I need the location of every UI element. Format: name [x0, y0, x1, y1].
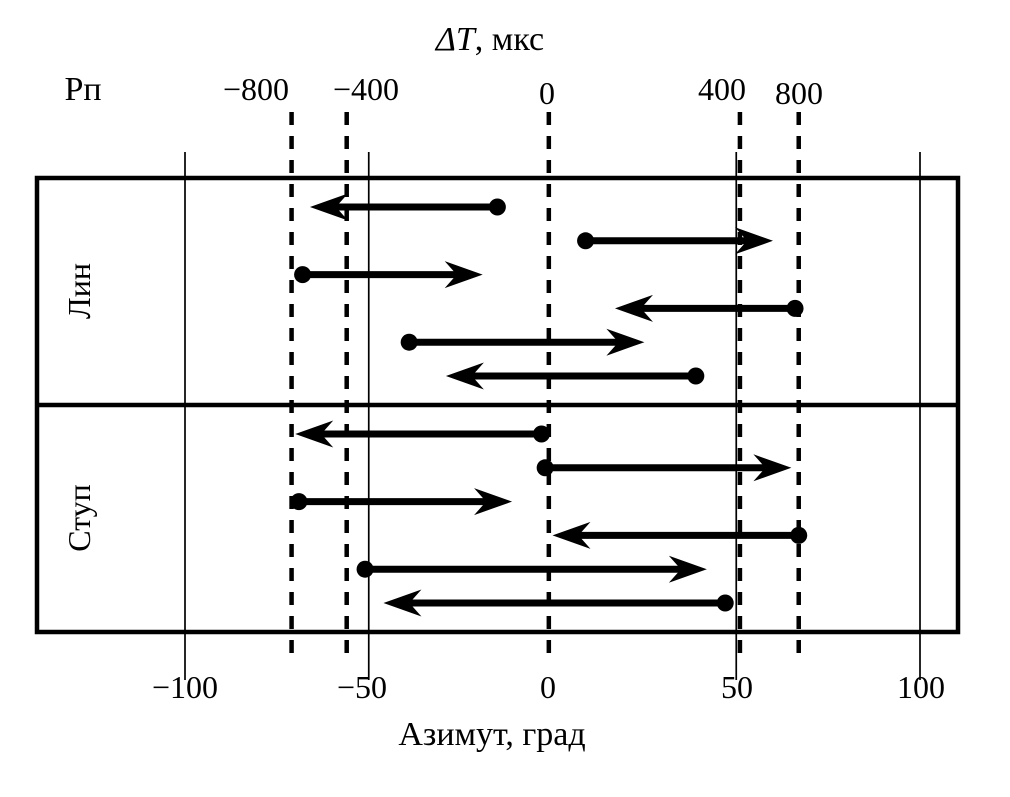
delta-t-axis-title: ΔT, мкс — [436, 23, 544, 57]
arrow-origin-dot — [290, 493, 308, 511]
arrow-Лин-5 — [400, 328, 645, 356]
arrow-Ступ-2 — [536, 454, 792, 482]
arrow-Ступ-3 — [290, 488, 513, 516]
delta-t-symbol: ΔT — [435, 21, 475, 58]
azimuth-tick-label: −50 — [336, 669, 388, 705]
azimuth-tick-label: −100 — [151, 669, 219, 705]
arrow-Лин-3 — [294, 261, 483, 289]
arrow-origin-dot — [790, 526, 808, 544]
arrow-origin-dot — [400, 333, 418, 351]
arrow-origin-dot — [716, 594, 734, 612]
arrow-Лин-1 — [309, 193, 506, 221]
arrow-head — [295, 420, 334, 448]
delta-t-tick-label: −400 — [332, 71, 400, 107]
arrow-head — [614, 294, 653, 322]
arrow-Лин-4 — [614, 294, 804, 322]
row-axis-label: Рп — [64, 71, 102, 108]
arrow-origin-dot — [786, 299, 804, 317]
arrow-origin-dot — [356, 560, 374, 578]
arrow-head — [552, 521, 591, 549]
row-label-lin: Лин — [61, 263, 97, 319]
arrow-Ступ-1 — [295, 420, 550, 448]
azimuth-axis-title: Азимут, град — [398, 716, 586, 753]
arrow-head — [444, 261, 483, 289]
arrow-head — [735, 227, 773, 255]
arrow-head — [383, 589, 422, 617]
arrow-head — [668, 555, 707, 583]
arrow-Лин-6 — [445, 362, 705, 390]
arrow-head — [445, 362, 484, 390]
arrow-Ступ-5 — [356, 555, 707, 583]
delta-t-tick-label: 400 — [698, 71, 746, 107]
delta-t-tick-label: −800 — [222, 71, 290, 107]
arrow-Ступ-4 — [552, 521, 808, 549]
arrow-head — [474, 488, 513, 516]
arrow-origin-dot — [536, 459, 554, 477]
arrow-head — [753, 454, 792, 482]
azimuth-tick-label: 50 — [721, 669, 753, 705]
azimuth-tick-label: 100 — [897, 669, 945, 705]
arrow-origin-dot — [532, 425, 550, 443]
arrow-origin-dot — [687, 367, 705, 385]
arrow-origin-dot — [488, 198, 506, 216]
arrow-Ступ-6 — [383, 589, 734, 617]
arrow-head — [606, 328, 645, 356]
delta-t-unit: , мкс — [474, 21, 545, 58]
delta-t-tick-label: 800 — [775, 75, 823, 111]
azimuth-tick-label: 0 — [540, 669, 556, 705]
arrow-origin-dot — [294, 266, 312, 284]
arrow-head — [309, 193, 348, 221]
arrow-Лин-2 — [577, 227, 773, 255]
row-label-stup: Ступ — [61, 484, 97, 552]
arrow-origin-dot — [577, 232, 595, 250]
delta-t-tick-label: 0 — [539, 75, 555, 111]
